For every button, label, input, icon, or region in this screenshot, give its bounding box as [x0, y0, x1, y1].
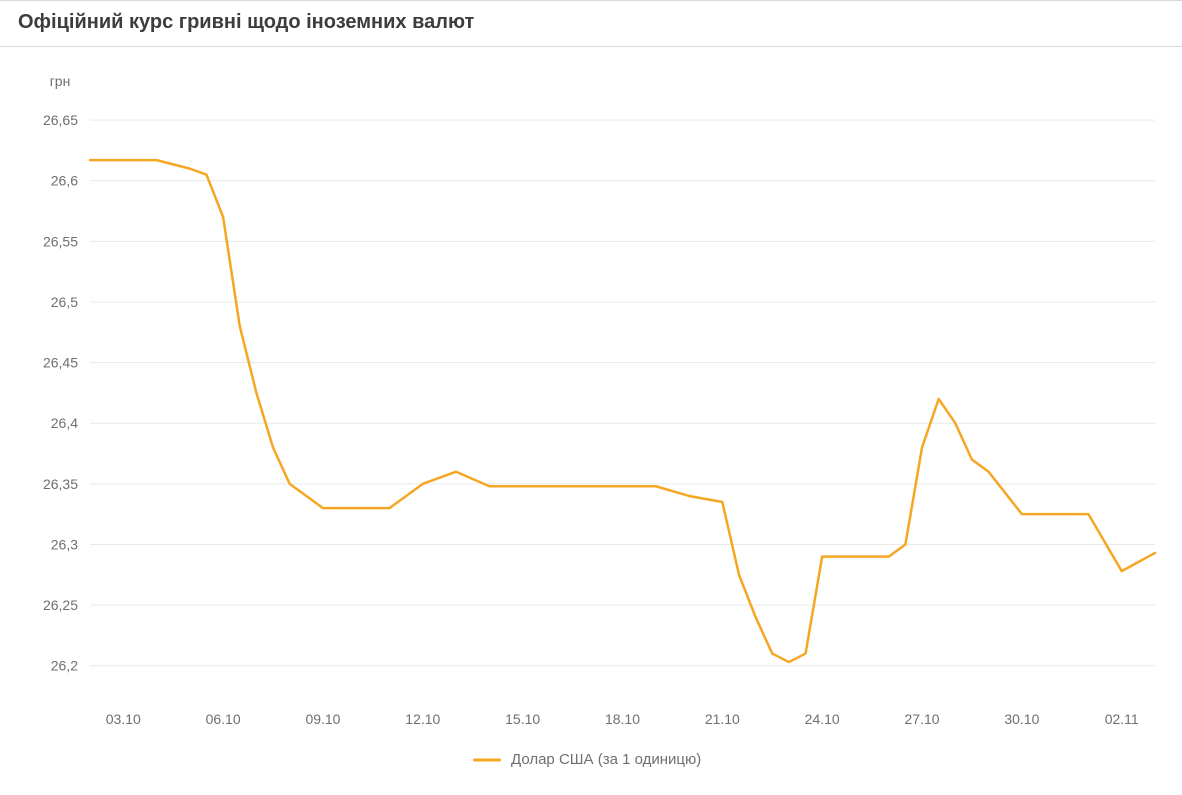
y-tick-label: 26,3: [51, 536, 78, 552]
x-tick-label: 24.10: [805, 711, 840, 727]
y-tick-label: 26,45: [43, 355, 78, 371]
chart-area: 26,2 26,25 26,3 26,35 26,4 26,45 26,5 26,55 26,6…: [0, 48, 1182, 795]
x-tick-label: 30.10: [1004, 711, 1039, 727]
y-tick-label: 26,65: [43, 112, 78, 128]
x-tick-label: 09.10: [305, 711, 340, 727]
x-tick-label: 06.10: [206, 711, 241, 727]
y-tick-label: 26,25: [43, 597, 78, 613]
x-tick-label: 15.10: [505, 711, 540, 727]
y-tick-label: 26,55: [43, 233, 78, 249]
legend-swatch: [473, 759, 501, 762]
legend-label: Долар США (за 1 одиницю): [511, 751, 701, 768]
y-tick-label: 26,5: [51, 294, 78, 310]
y-tick-label: 26,2: [51, 658, 78, 674]
line-chart-svg: 26,2 26,25 26,3 26,35 26,4 26,45 26,5 26,55 26,6…: [0, 48, 1182, 795]
y-axis-unit-label: грн: [50, 73, 71, 89]
chart-frame: Офіційний курс гривні щодо іноземних вал…: [0, 0, 1182, 795]
x-tick-label: 02.11: [1105, 711, 1139, 727]
x-tick-label: 18.10: [605, 711, 640, 727]
y-tick-label: 26,6: [51, 173, 78, 189]
y-tick-label: 26,35: [43, 476, 78, 492]
title-bar: Офіційний курс гривні щодо іноземних вал…: [0, 0, 1182, 47]
y-tick-label: 26,4: [51, 415, 78, 431]
x-tick-label: 12.10: [405, 711, 440, 727]
x-tick-label: 03.10: [106, 711, 141, 727]
x-tick-label: 27.10: [905, 711, 940, 727]
chart-title: Офіційний курс гривні щодо іноземних вал…: [18, 11, 474, 33]
x-tick-label: 21.10: [705, 711, 740, 727]
